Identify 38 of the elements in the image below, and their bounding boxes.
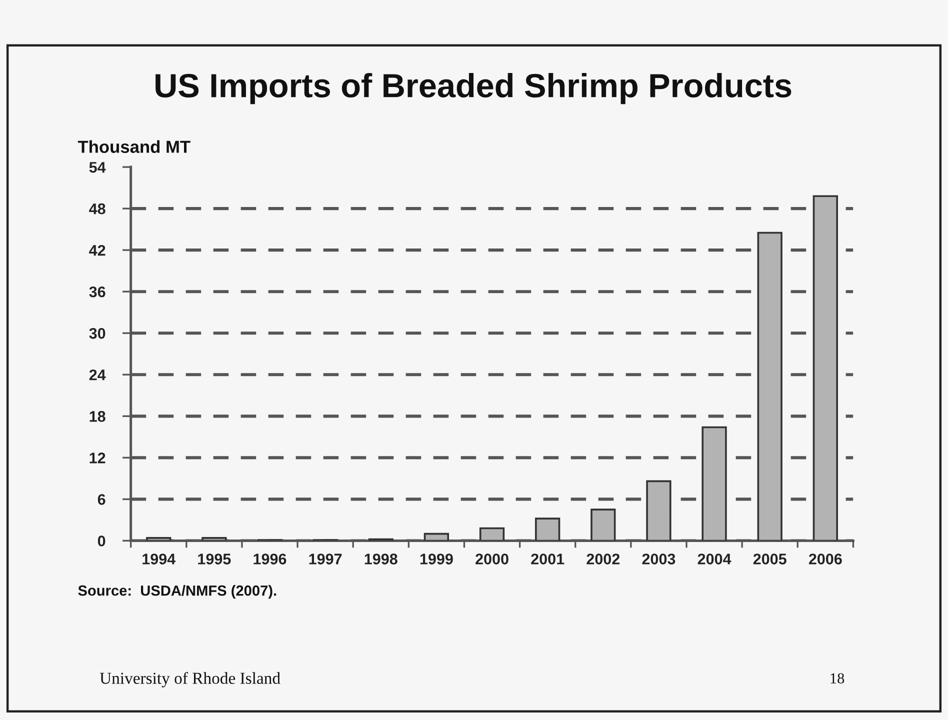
chart-title: US Imports of Breaded Shrimp Products [156, 73, 792, 104]
x-tick-label: 2006 [808, 554, 842, 564]
y-tick-label: 0 [98, 536, 106, 546]
bar [757, 232, 782, 541]
y-tick-label: 6 [98, 494, 106, 505]
bar [146, 537, 172, 541]
source-note: Source: USDA/NMFS (2007). [78, 585, 276, 599]
bar [812, 195, 838, 541]
bar [590, 508, 616, 541]
y-tick-label: 18 [90, 411, 106, 422]
x-tick-label: 1995 [198, 554, 231, 564]
x-tick-label: 1998 [364, 554, 398, 564]
x-tick-label: 1996 [254, 554, 286, 564]
x-tick-label: 2003 [642, 554, 676, 564]
x-tick-label: 1999 [420, 554, 453, 564]
bar [479, 527, 505, 541]
x-tick-label: 2005 [753, 554, 786, 564]
x-tick-label: 2000 [476, 554, 508, 564]
y-tick-label: 42 [89, 244, 106, 256]
y-tick-label: 12 [90, 452, 106, 464]
y-tick-label: 24 [89, 370, 106, 380]
y-axis-title: Thousand MT [78, 140, 190, 153]
bar [424, 532, 450, 541]
x-tick-label: 2004 [698, 554, 732, 564]
bar [202, 537, 227, 541]
bar [646, 480, 672, 541]
bar [535, 518, 560, 541]
x-tick-label: 2002 [586, 554, 620, 564]
x-tick-label: 1997 [309, 554, 342, 564]
y-tick-label: 48 [89, 203, 106, 214]
x-tick-label: 1994 [142, 554, 176, 564]
y-tick-label: 36 [89, 286, 106, 298]
y-tick-label: 54 [89, 162, 106, 173]
x-tick-label: 2001 [531, 554, 564, 564]
y-tick-label: 30 [89, 328, 106, 339]
text: 18 [830, 673, 844, 684]
bar [702, 426, 727, 541]
text: University of Rhode Island [100, 672, 280, 688]
